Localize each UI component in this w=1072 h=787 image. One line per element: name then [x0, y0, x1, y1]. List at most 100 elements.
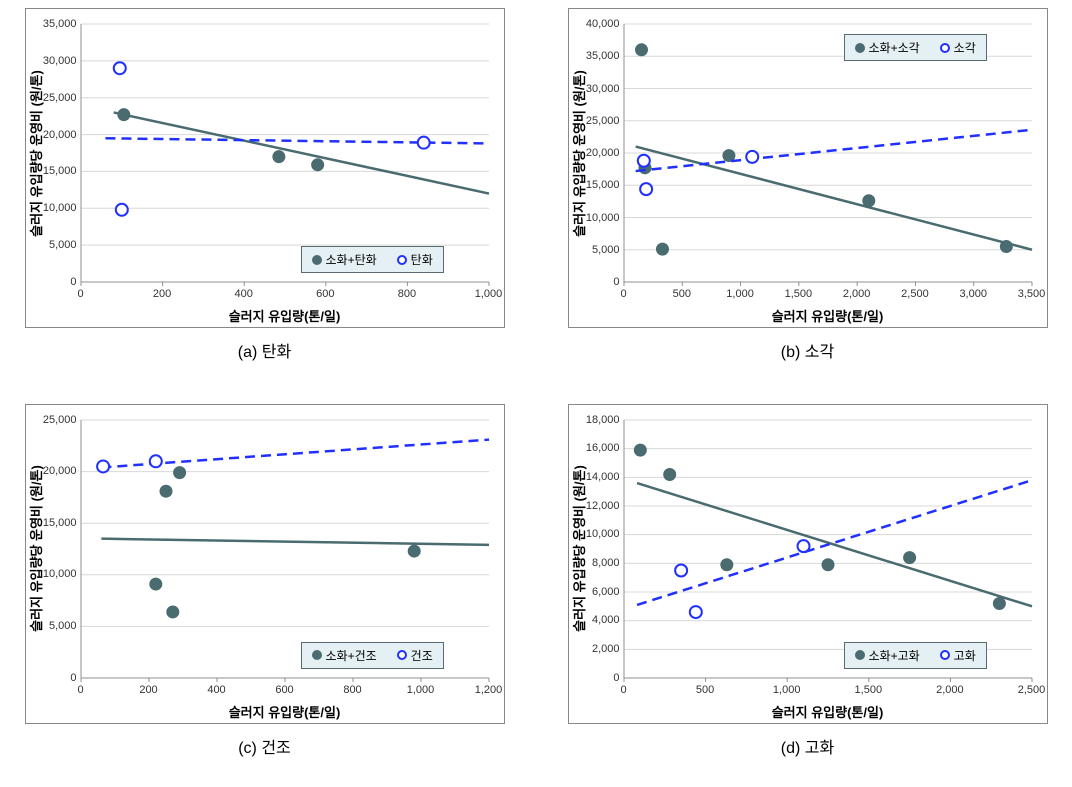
tick-y: 20,000: [29, 465, 77, 477]
tick-y: 30,000: [29, 55, 77, 67]
circle-open-icon: [940, 43, 950, 53]
tick-y: 25,000: [29, 414, 77, 426]
tick-y: 10,000: [572, 212, 620, 224]
trendline: [637, 483, 1032, 606]
data-point: [117, 109, 129, 121]
chart-c: 슬러지 유입량당 운영비 (원/톤) 0 5,000 10,000 15,000 20,…: [25, 404, 505, 724]
caption-a: (a) 탄화: [238, 338, 291, 362]
circle-filled-icon: [312, 650, 322, 660]
tick-x: 500: [696, 684, 714, 696]
legend-label: 고화: [954, 647, 976, 664]
data-point: [675, 564, 687, 576]
tick-x: 2,000: [843, 288, 871, 300]
trendline: [635, 147, 1031, 250]
tick-y: 35,000: [572, 50, 620, 62]
data-point: [173, 466, 185, 478]
ylabel-d: 슬러지 유입량당 운영비 (원/톤): [571, 420, 587, 678]
legend-item: 건조: [397, 647, 433, 664]
trendline: [105, 138, 489, 143]
ylabel-c: 슬러지 유입량당 운영비 (원/톤): [28, 420, 44, 678]
tick-y: 20,000: [29, 129, 77, 141]
trendline: [635, 130, 1031, 171]
tick-x: 600: [316, 288, 334, 300]
legend-item: 소화+고화: [855, 647, 920, 664]
panel-b: 슬러지 유입량당 운영비 (원/톤) 05,00010,00015,00020,…: [551, 8, 1064, 384]
tick-x: 1,000: [726, 288, 754, 300]
tick-x: 1,000: [773, 684, 801, 696]
tick-x: 2,500: [901, 288, 929, 300]
tick-x: 1,000: [407, 684, 435, 696]
circle-filled-icon: [312, 255, 322, 265]
trendline: [113, 112, 488, 193]
legend-item: 탄화: [397, 251, 433, 268]
circle-open-icon: [397, 650, 407, 660]
data-point: [720, 558, 732, 570]
legend: 소화+고화 고화: [844, 642, 987, 669]
tick-x: 3,500: [1018, 288, 1046, 300]
tick-y: 12,000: [572, 500, 620, 512]
tick-x: 2,000: [936, 684, 964, 696]
tick-x: 0: [77, 288, 83, 300]
tick-y: 10,000: [29, 568, 77, 580]
legend-label: 탄화: [411, 251, 433, 268]
data-point: [822, 558, 834, 570]
data-point: [1000, 241, 1012, 253]
tick-y: 15,000: [29, 517, 77, 529]
tick-y: 15,000: [29, 165, 77, 177]
tick-y: 25,000: [29, 92, 77, 104]
circle-open-icon: [940, 650, 950, 660]
tick-y: 5,000: [29, 620, 77, 632]
tick-x: 1,200: [475, 684, 503, 696]
tick-y: 2,000: [572, 643, 620, 655]
xlabel-d: 슬러지 유입량(톤/일): [624, 702, 1032, 721]
chart-b: 슬러지 유입량당 운영비 (원/톤) 05,00010,00015,00020,…: [568, 8, 1048, 328]
legend: 소화+건조 건조: [301, 642, 444, 669]
data-point: [272, 151, 284, 163]
caption-d: (d) 고화: [781, 734, 834, 758]
tick-x: 1,500: [855, 684, 883, 696]
data-point: [746, 151, 758, 163]
data-point: [797, 540, 809, 552]
xlabel-a: 슬러지 유입량(톤/일): [81, 306, 489, 325]
tick-y: 5,000: [572, 244, 620, 256]
legend-item: 소화+건조: [312, 647, 377, 664]
data-point: [311, 159, 323, 171]
legend-label: 소화+소각: [869, 39, 920, 56]
tick-y: 4,000: [572, 614, 620, 626]
tick-x: 600: [275, 684, 293, 696]
tick-x: 400: [207, 684, 225, 696]
data-point: [166, 605, 178, 617]
tick-y: 14,000: [572, 471, 620, 483]
legend-item: 소각: [940, 39, 976, 56]
data-point: [634, 444, 646, 456]
data-point: [663, 468, 675, 480]
panel-a: 슬러지 유입량당 운영비 (원/톤) 05,00010,00015,00020,…: [8, 8, 521, 384]
tick-x: 200: [153, 288, 171, 300]
legend-label: 소화+탄화: [326, 251, 377, 268]
data-point: [408, 545, 420, 557]
xlabel-b: 슬러지 유입량(톤/일): [624, 306, 1032, 325]
tick-y: 35,000: [29, 18, 77, 30]
tick-y: 8,000: [572, 557, 620, 569]
panel-c: 슬러지 유입량당 운영비 (원/톤) 0 5,000 10,000 15,000 20,…: [8, 404, 521, 780]
tick-y: 10,000: [572, 528, 620, 540]
legend-label: 소각: [954, 39, 976, 56]
tick-x: 0: [620, 684, 626, 696]
plot-svg: [81, 24, 489, 282]
chart-d: 슬러지 유입량당 운영비 (원/톤) 02,0004,0006,0008,000…: [568, 404, 1048, 724]
tick-y: 0: [572, 276, 620, 288]
tick-x: 0: [620, 288, 626, 300]
legend-label: 소화+고화: [869, 647, 920, 664]
tick-x: 800: [343, 684, 361, 696]
legend: 소화+탄화 탄화: [301, 246, 444, 273]
tick-x: 0: [77, 684, 83, 696]
data-point: [635, 44, 647, 56]
plot-svg: [81, 420, 489, 678]
tick-y: 10,000: [29, 202, 77, 214]
data-point: [993, 597, 1005, 609]
circle-open-icon: [397, 255, 407, 265]
circle-filled-icon: [855, 43, 865, 53]
tick-y: 0: [29, 276, 77, 288]
legend-item: 고화: [940, 647, 976, 664]
xlabel-c: 슬러지 유입량(톤/일): [81, 702, 489, 721]
